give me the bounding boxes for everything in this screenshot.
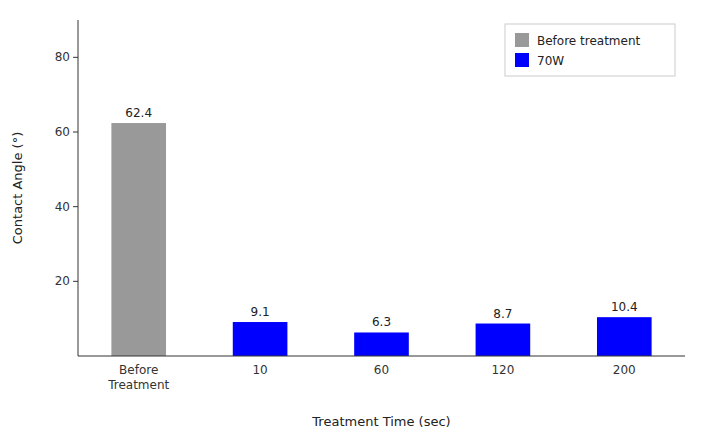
data-label: 8.7: [493, 307, 512, 321]
y-tick-label: 40: [55, 200, 70, 214]
chart-container: 62.49.16.38.710.420406080BeforeTreatment…: [0, 0, 705, 442]
legend-swatch: [515, 53, 529, 67]
legend-swatch: [515, 33, 529, 47]
data-label: 9.1: [251, 305, 270, 319]
legend: Before treatment 70W: [505, 24, 675, 76]
y-tick-label: 20: [55, 274, 70, 288]
bar: [354, 332, 409, 356]
data-label: 6.3: [372, 315, 391, 329]
y-tick: [73, 206, 78, 207]
y-axis-label: Contact Angle (°): [10, 132, 25, 244]
x-tick-label-line: 120: [491, 363, 514, 377]
data-labels: 62.4 9.1 6.3 8.7 10.4: [125, 106, 637, 329]
x-tick-label-line: 200: [613, 363, 636, 377]
bar: [111, 123, 166, 356]
bar: [476, 324, 531, 356]
legend-label: 70W: [537, 54, 564, 68]
legend-label: Before treatment: [537, 34, 641, 48]
bars: [111, 123, 651, 356]
bar: [597, 317, 652, 356]
x-tick-label: 60: [374, 363, 389, 377]
x-axis-line: [78, 356, 685, 357]
y-tick-label: 60: [55, 125, 70, 139]
x-tick-label-line: Before: [119, 363, 158, 377]
y-tick: [73, 281, 78, 282]
data-label: 62.4: [125, 106, 152, 120]
chart-svg: 62.49.16.38.710.420406080BeforeTreatment…: [0, 0, 705, 442]
x-tick-label: 200: [613, 363, 636, 377]
x-tick-label-line: 10: [252, 363, 267, 377]
y-tick: [73, 57, 78, 58]
data-label: 10.4: [611, 300, 638, 314]
y-tick-label: 80: [55, 50, 70, 64]
y-tick: [73, 132, 78, 133]
y-axis-line: [78, 20, 79, 356]
legend-box: [505, 24, 675, 76]
x-tick-label: 10: [252, 363, 267, 377]
x-tick-label-line: Treatment: [107, 378, 169, 392]
x-tick-label: 120: [491, 363, 514, 377]
x-tick-label-line: 60: [374, 363, 389, 377]
x-tick-label: BeforeTreatment: [107, 363, 169, 392]
x-axis-label: Treatment Time (sec): [311, 414, 450, 429]
bar: [233, 322, 288, 356]
